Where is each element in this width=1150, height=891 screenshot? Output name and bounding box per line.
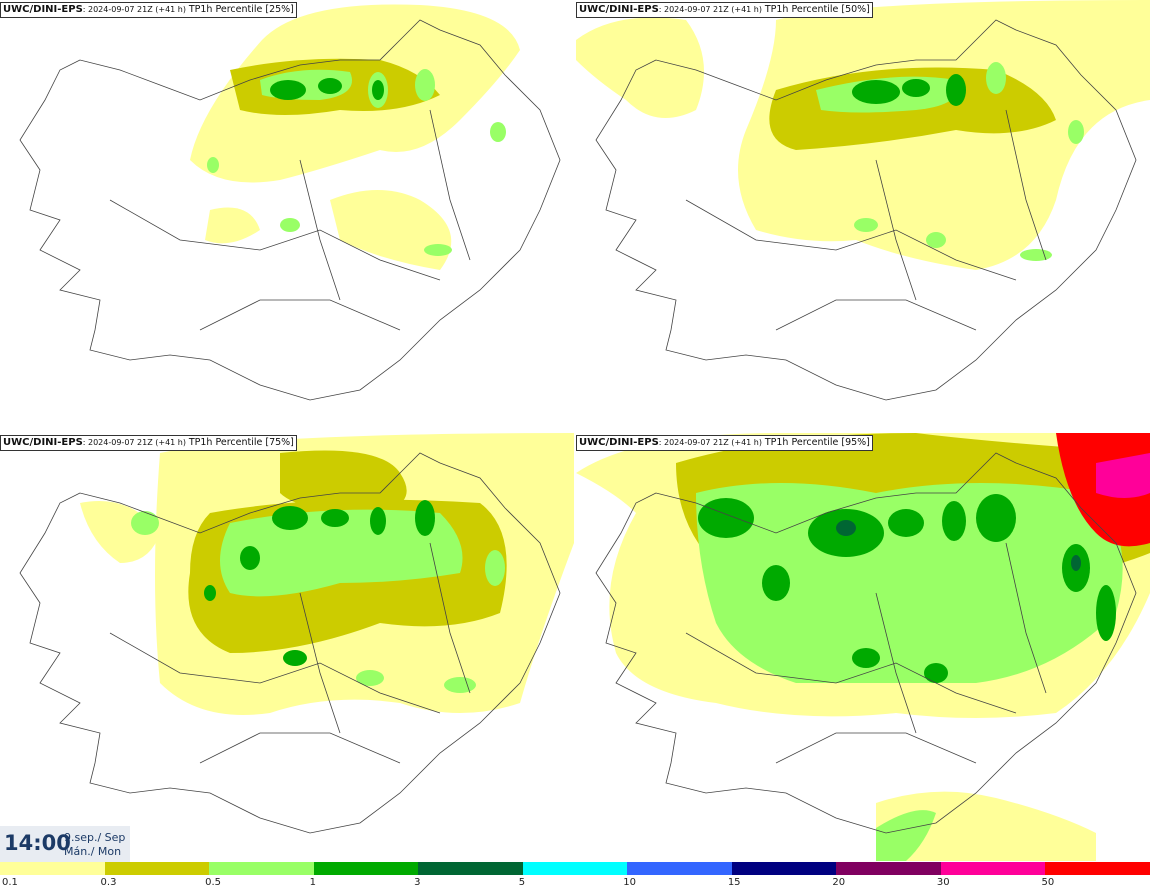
colorbar-swatch xyxy=(313,862,420,875)
iceland-outline xyxy=(19,19,561,401)
colorbar-swatch xyxy=(940,862,1047,875)
colorbar-label: 1 xyxy=(309,877,316,888)
colorbar-label: 0.3 xyxy=(100,877,117,888)
colorbar-swatch xyxy=(104,862,211,875)
colorbar-label: 5 xyxy=(518,877,526,888)
precip-field xyxy=(80,433,574,715)
model-name: UWC/DINI-EPS xyxy=(579,437,659,448)
map-p75 xyxy=(19,433,574,834)
parameter-label: TP1h Percentile [25%] xyxy=(188,4,294,15)
model-name: UWC/DINI-EPS xyxy=(3,4,83,15)
run-info: : 2024-09-07 21Z (+41 h) xyxy=(658,438,762,447)
run-info: : 2024-09-07 21Z (+41 h) xyxy=(658,5,762,14)
colorbar-legend: 0.1 0.3 0.5 1 3 5 10 15 20 30 50 xyxy=(0,862,1150,891)
panel-title: UWC/DINI-EPS: 2024-09-07 21Z (+41 h) TP1… xyxy=(0,2,297,18)
run-info: : 2024-09-07 21Z (+41 h) xyxy=(82,5,186,14)
precip-field xyxy=(576,433,1150,861)
colorbar-swatch xyxy=(418,862,524,875)
colorbar-swatch xyxy=(209,862,315,875)
map-p95 xyxy=(576,433,1150,861)
colorbar-swatch xyxy=(522,862,629,875)
map-panel-p75: UWC/DINI-EPS: 2024-09-07 21Z (+41 h) TP1… xyxy=(0,433,574,861)
colorbar-label: 10 xyxy=(623,877,636,888)
colorbar-swatch xyxy=(836,862,942,875)
colorbar-swatch xyxy=(627,862,733,875)
panel-title: UWC/DINI-EPS: 2024-09-07 21Z (+41 h) TP1… xyxy=(576,2,873,18)
iceland-outline xyxy=(595,19,1137,401)
precip-field xyxy=(190,4,520,270)
valid-date: 9.sep./ Sep xyxy=(64,831,126,844)
precip-field xyxy=(576,0,1150,270)
colorbar-swatch xyxy=(0,862,106,875)
map-p50 xyxy=(576,0,1150,401)
panel-title: UWC/DINI-EPS: 2024-09-07 21Z (+41 h) TP1… xyxy=(0,435,297,451)
map-panel-p25: UWC/DINI-EPS: 2024-09-07 21Z (+41 h) TP1… xyxy=(0,0,574,428)
map-panel-p95: UWC/DINI-EPS: 2024-09-07 21Z (+41 h) TP1… xyxy=(576,433,1150,861)
map-panel-p50: UWC/DINI-EPS: 2024-09-07 21Z (+41 h) TP1… xyxy=(576,0,1150,428)
parameter-label: TP1h Percentile [50%] xyxy=(764,4,870,15)
model-name: UWC/DINI-EPS xyxy=(579,4,659,15)
colorbar-swatch xyxy=(1045,862,1150,875)
colorbar-label: 20 xyxy=(832,877,846,888)
colorbar-label: 0.5 xyxy=(205,877,221,888)
model-name: UWC/DINI-EPS xyxy=(3,437,83,448)
panel-title: UWC/DINI-EPS: 2024-09-07 21Z (+41 h) TP1… xyxy=(576,435,873,451)
colorbar-label: 15 xyxy=(727,877,741,888)
map-p25 xyxy=(19,4,561,401)
valid-time-box: 14:00 9.sep./ Sep Mán./ Mon xyxy=(0,826,130,862)
iceland-outline xyxy=(19,452,561,834)
iceland-outline xyxy=(595,452,1137,834)
colorbar-label: 50 xyxy=(1041,877,1055,888)
colorbar-swatch xyxy=(731,862,838,875)
parameter-label: TP1h Percentile [95%] xyxy=(764,437,870,448)
valid-day: Mán./ Mon xyxy=(64,845,122,858)
parameter-label: TP1h Percentile [75%] xyxy=(188,437,294,448)
colorbar-label: 30 xyxy=(936,877,950,888)
run-info: : 2024-09-07 21Z (+41 h) xyxy=(82,438,186,447)
colorbar-label: 3 xyxy=(414,877,421,888)
valid-time: 14:00 xyxy=(4,831,71,855)
colorbar-label: 0.1 xyxy=(2,877,18,888)
